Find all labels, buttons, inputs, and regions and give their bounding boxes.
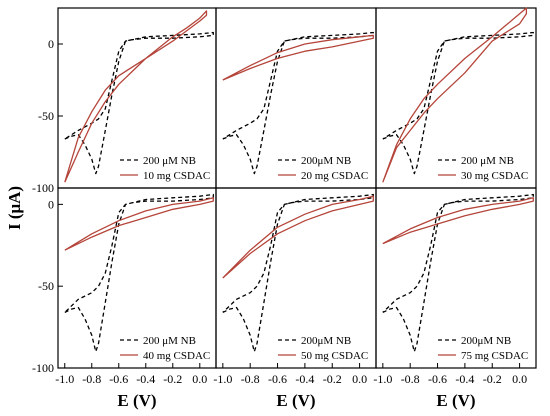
legend-label-csdac: 20 mg CSDAC: [301, 170, 368, 182]
cv-panel-3: 200 μM NB 30 mg CSDAC: [375, 7, 537, 189]
series-line-csdac: [222, 34, 374, 81]
x-tick-label: 0.0: [192, 372, 207, 386]
legend-label-nb: 200 μM NB: [143, 335, 196, 347]
series-line-nb: [64, 31, 214, 175]
cv-panel-2: 200μM NB 20 mg CSDAC: [215, 7, 377, 189]
y-tick-label: -50: [38, 109, 54, 123]
series-line-csdac: [64, 10, 208, 183]
legend-label-nb: 200 μM NB: [461, 155, 514, 167]
legend-label-nb: 200μM NB: [461, 335, 511, 347]
panel-frame: [215, 7, 377, 189]
x-tick-label: -0.2: [163, 372, 182, 386]
legend-label-csdac: 40 mg CSDAC: [143, 350, 210, 362]
x-tick-label: -1.0: [213, 372, 232, 386]
x-tick-label: -0.8: [401, 372, 420, 386]
x-axis-title: E (V): [117, 391, 156, 410]
legend-label-csdac: 75 mg CSDAC: [461, 350, 528, 362]
panel-frame: [375, 187, 537, 369]
x-tick-label: -0.8: [82, 372, 101, 386]
series-line-csdac: [222, 195, 374, 279]
x-tick-label: -0.4: [455, 372, 474, 386]
x-tick-label: -0.4: [136, 372, 155, 386]
y-tick-label: -100: [32, 361, 54, 375]
x-tick-label: -0.6: [428, 372, 447, 386]
x-tick-label: -0.8: [241, 372, 260, 386]
x-tick-label: -0.6: [109, 372, 128, 386]
legend-label-nb: 200 μM NB: [143, 155, 196, 167]
y-tick-label: -50: [38, 279, 54, 293]
legend-label-csdac: 10 mg CSDAC: [143, 170, 210, 182]
x-tick-label: -0.4: [295, 372, 314, 386]
cv-panel-4: 0 -50 -100-1.0 -0.8 -0.6 -0.4 -0.2 0.0 200 μM NB…: [32, 187, 217, 386]
x-tick-label: 0.0: [352, 372, 367, 386]
series-line-nb: [222, 193, 374, 353]
x-axis-title: E (V): [436, 391, 475, 410]
cv-panel-1: 0 -50 -100 200 μM NB 10 mg CSDAC: [32, 7, 217, 195]
x-tick-label: -1.0: [55, 372, 74, 386]
x-tick-label: -0.6: [268, 372, 287, 386]
x-tick-label: -1.0: [373, 372, 392, 386]
series-line-csdac: [64, 197, 214, 251]
series-line-nb: [382, 31, 534, 175]
x-axis-title: E (V): [276, 391, 315, 410]
x-tick-label: 0.0: [512, 372, 527, 386]
x-tick-label: -0.2: [323, 372, 342, 386]
legend-label-csdac: 30 mg CSDAC: [461, 170, 528, 182]
y-axis-title: I (μA): [5, 186, 24, 230]
y-tick-label: 0: [48, 37, 54, 51]
legend-label-csdac: 50 mg CSDAC: [301, 350, 368, 362]
y-tick-label: 0: [48, 197, 54, 211]
panel-frame: [215, 187, 377, 369]
series-line-csdac: [382, 197, 534, 245]
series-line-nb: [64, 193, 214, 353]
y-tick-label: -100: [32, 181, 54, 195]
series-line-csdac: [382, 7, 528, 183]
series-line-nb: [222, 31, 374, 175]
series-line-nb: [382, 193, 534, 353]
x-tick-label: -0.2: [483, 372, 502, 386]
cv-panel-6: -1.0 -0.8 -0.6 -0.4 -0.2 0.0 200μM NB 75 mg CSD…: [373, 187, 537, 386]
legend-label-nb: 200μM NB: [301, 335, 351, 347]
legend-label-nb: 200μM NB: [301, 155, 351, 167]
cv-panel-5: -1.0 -0.8 -0.6 -0.4 -0.2 0.0 200μM NB 50 mg CSD…: [213, 187, 377, 386]
